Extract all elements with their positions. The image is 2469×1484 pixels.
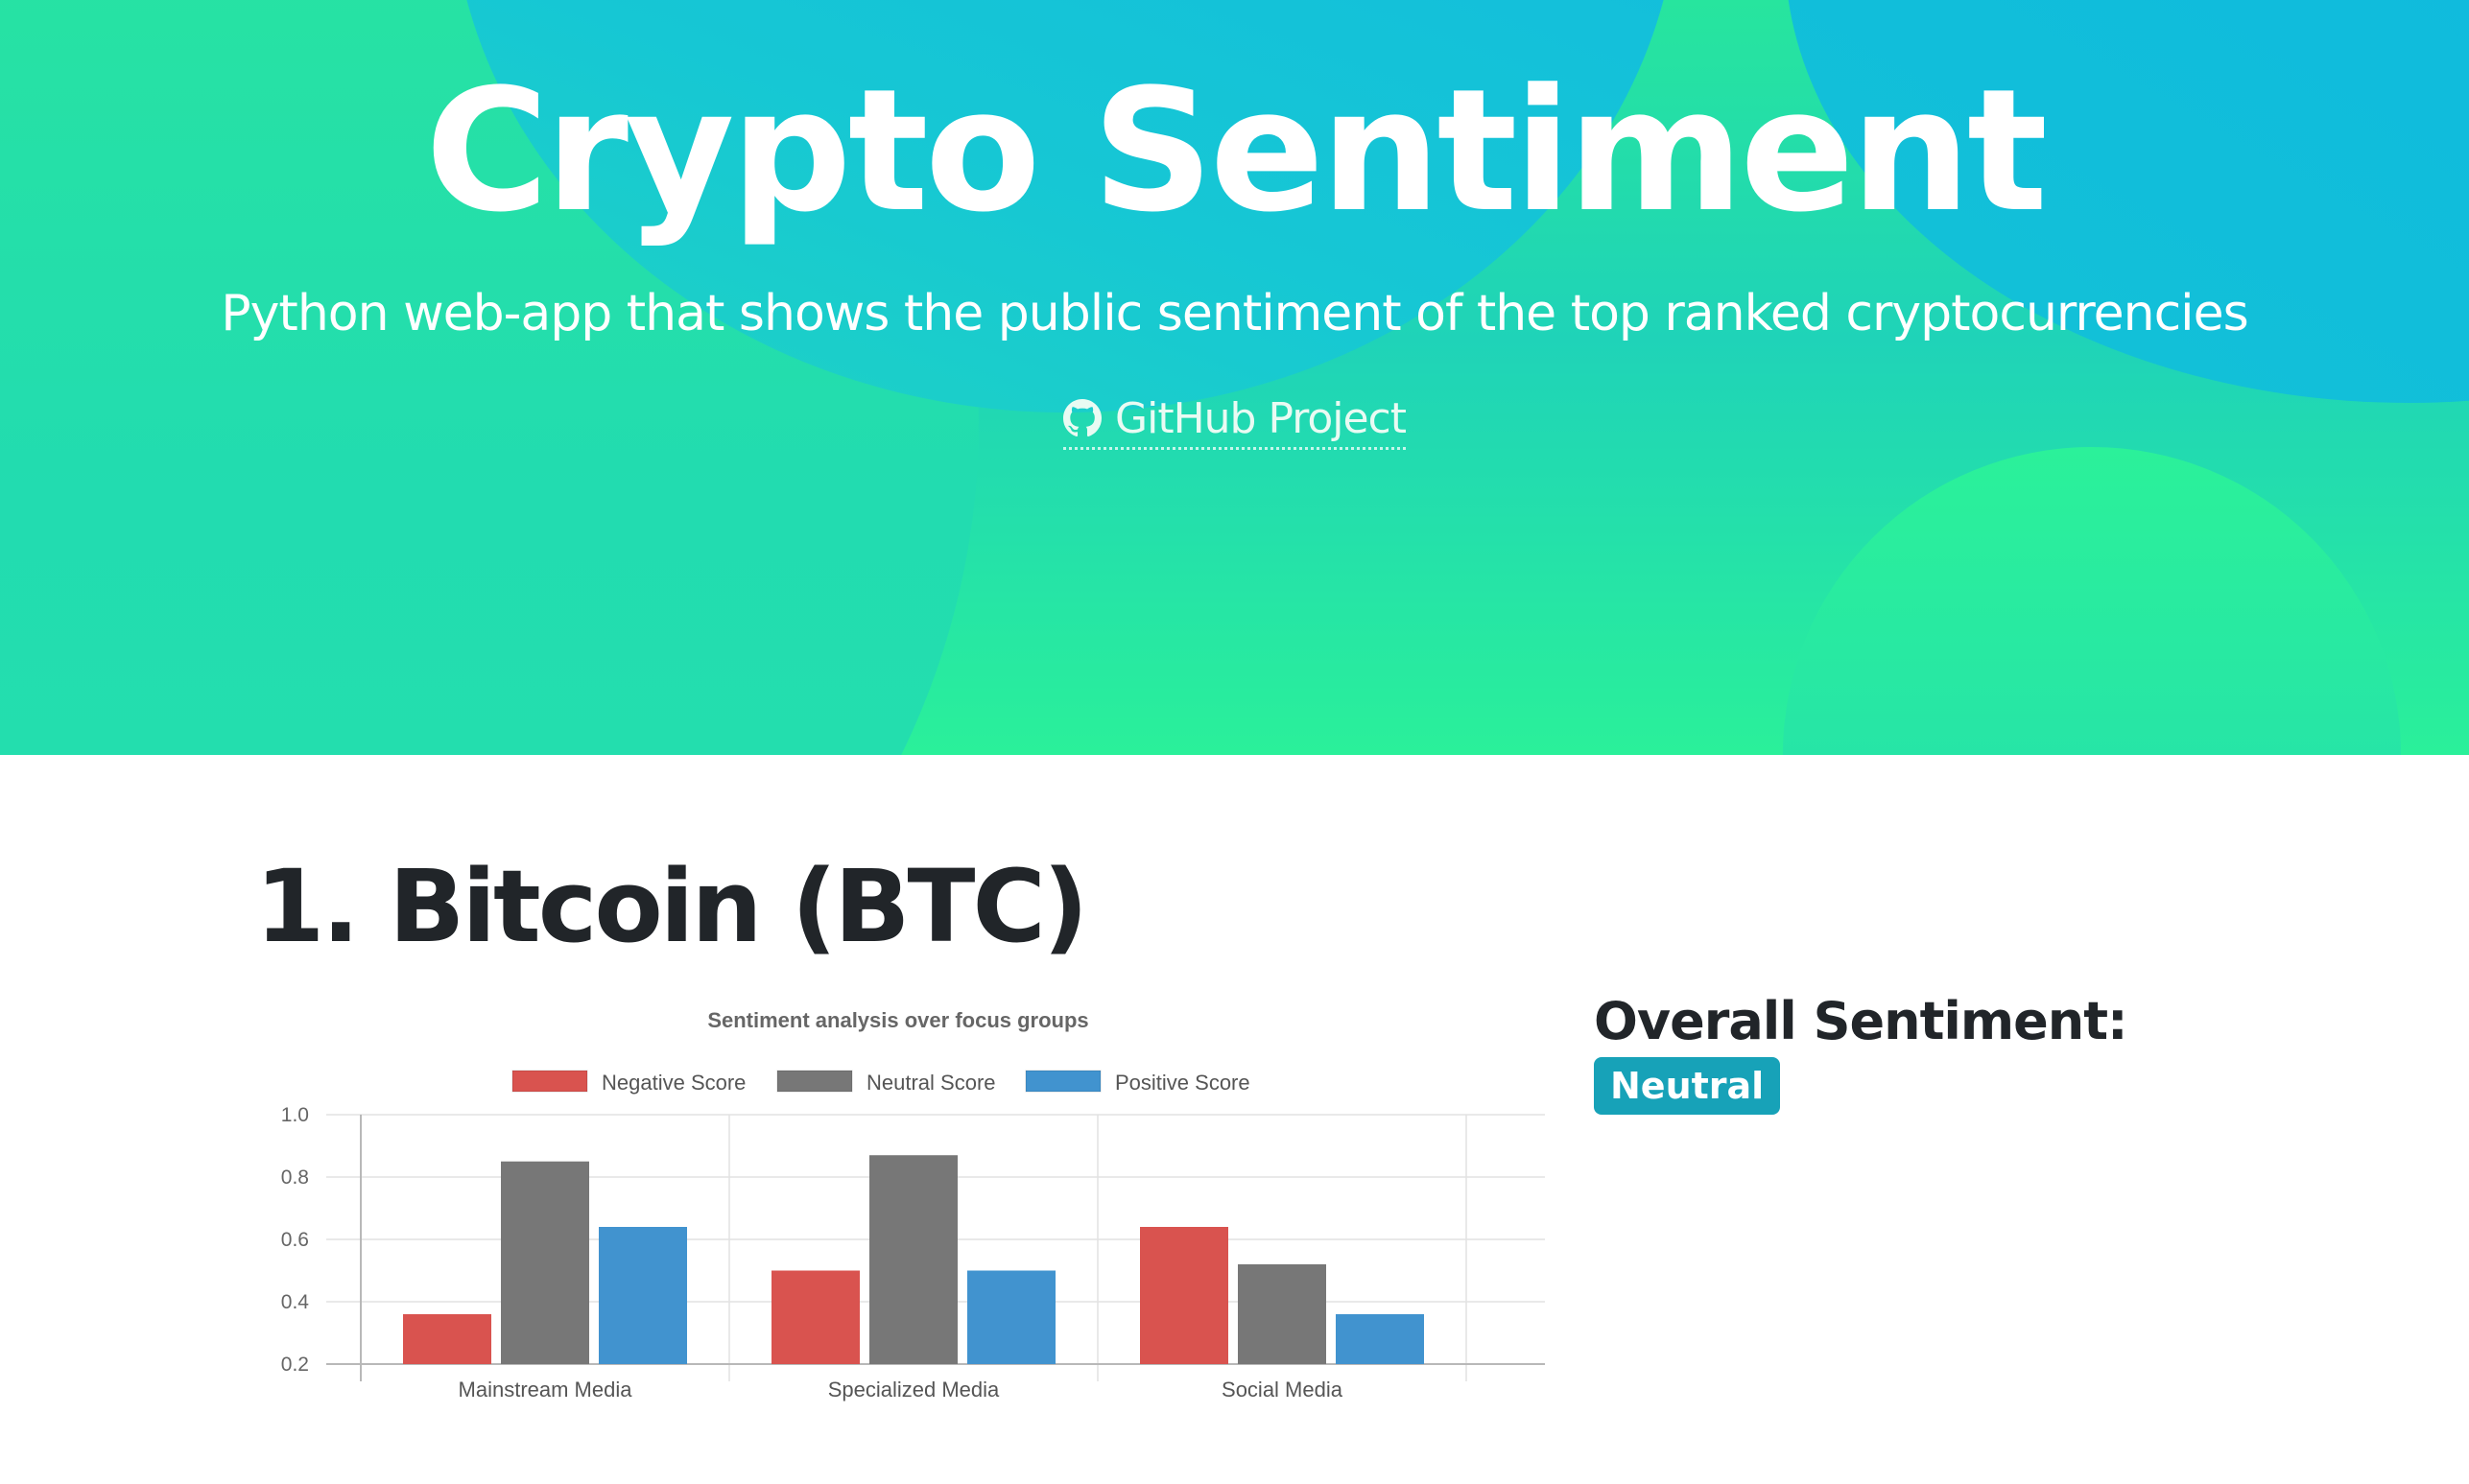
legend-label: Neutral Score: [867, 1071, 996, 1095]
bar-positive-score: [967, 1270, 1056, 1364]
hero-banner: Crypto Sentiment Python web-app that sho…: [0, 0, 2469, 755]
sentiment-chart-svg: Sentiment analysis over focus groups Nega…: [281, 1008, 1545, 1402]
chart-title: Sentiment analysis over focus groups: [707, 1008, 1088, 1032]
github-project-link[interactable]: GitHub Project: [1063, 389, 1407, 450]
github-link-label[interactable]: GitHub Project: [1115, 393, 1407, 443]
bar-neutral-score: [501, 1161, 589, 1364]
legend-swatch-positive-score: [1025, 1070, 1102, 1093]
page-subtitle: Python web-app that shows the public sen…: [221, 285, 2248, 342]
sentiment-chart: Sentiment analysis over focus groups Nega…: [259, 998, 1545, 1420]
github-icon: [1063, 399, 1102, 437]
legend-swatch-negative-score: [511, 1070, 588, 1093]
bar-neutral-score: [1238, 1264, 1326, 1364]
x-tick-label: Social Media: [1222, 1378, 1343, 1402]
sentiment-badge: Neutral: [1594, 1057, 1781, 1115]
legend-label: Negative Score: [602, 1071, 746, 1095]
bar-negative-score: [772, 1270, 860, 1364]
bar-negative-score: [1140, 1227, 1228, 1364]
y-tick-label: 0.4: [281, 1291, 310, 1313]
bar-positive-score: [1336, 1314, 1424, 1364]
legend-swatch-neutral-score: [776, 1070, 853, 1093]
bar-positive-score: [599, 1227, 687, 1364]
y-tick-label: 0.2: [281, 1354, 309, 1376]
overall-sentiment-label: Overall Sentiment:: [1594, 991, 2128, 1051]
coin-heading: 1. Bitcoin (BTC): [255, 848, 1088, 965]
y-tick-label: 0.6: [281, 1229, 309, 1251]
y-tick-label: 1.0: [281, 1104, 309, 1126]
x-tick-label: Mainstream Media: [459, 1378, 633, 1402]
page-title: Crypto Sentiment: [424, 53, 2048, 249]
bar-neutral-score: [869, 1155, 958, 1364]
y-tick-label: 0.8: [281, 1166, 309, 1189]
x-tick-label: Specialized Media: [828, 1378, 1000, 1402]
background-shape: [1783, 447, 2401, 755]
bar-negative-score: [403, 1314, 491, 1364]
legend-label: Positive Score: [1115, 1071, 1250, 1095]
